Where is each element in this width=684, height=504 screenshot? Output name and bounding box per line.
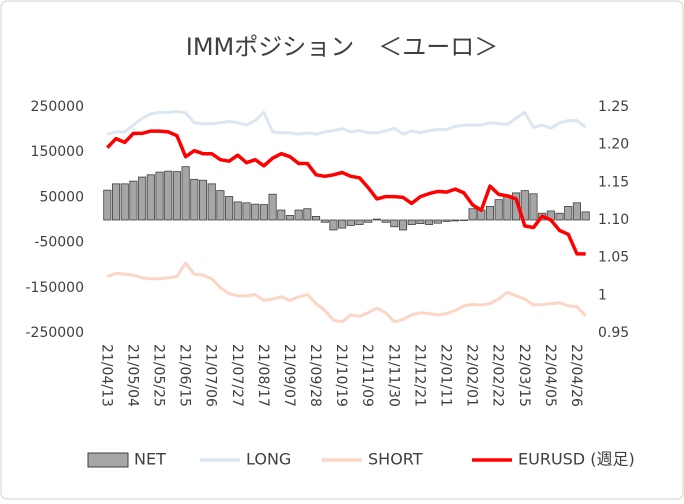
bar [581,211,590,221]
legend-swatch [87,452,129,468]
bar [564,206,573,221]
y2-tick-label: 1 [598,287,607,303]
bar [242,202,251,221]
x-tick-label: 21/12/21 [411,344,427,407]
x-tick-label: 21/11/30 [385,344,401,407]
y-tick-label: -250000 [26,325,85,341]
bar [111,183,121,221]
x-tick-label: 21/06/15 [177,344,193,407]
bar [181,166,190,221]
bar [172,171,181,221]
x-tick-label: 21/09/07 [281,344,297,407]
x-tick-label: 22/02/01 [464,344,480,407]
y-tick-label: -50000 [34,235,84,251]
bar [572,202,582,221]
legend-label: EURUSD (週足) [518,450,635,469]
chart-title: IMMポジション ＜ユーロ＞ [186,33,499,61]
bar [529,193,538,221]
x-tick-label: 21/07/06 [203,344,219,407]
x-tick-label: 21/07/27 [229,344,245,407]
bar [494,199,503,221]
bar [433,219,442,224]
bar [129,180,138,221]
position-line [106,110,587,136]
y2-tick-label: 1.10 [598,212,629,228]
x-tick-label: 21/08/17 [255,344,271,407]
bar [120,183,129,221]
bar [381,219,390,223]
bar [355,219,364,225]
x-tick-label: 21/05/04 [124,344,140,407]
bar [338,219,347,229]
y-tick-label: 250000 [31,99,84,115]
bar [225,196,234,221]
y2-tick-label: 1.15 [598,174,629,190]
bar [303,208,312,221]
bar [320,219,329,223]
bar [216,190,225,221]
bar [198,179,208,221]
bar [503,194,512,221]
x-tick-label: 21/10/19 [333,344,349,407]
price-line [106,129,586,256]
y-tick-label: 50000 [39,189,84,205]
bar [312,215,321,221]
bar [190,178,199,221]
x-tick-label: 22/04/05 [542,344,558,407]
bar [259,204,268,221]
y2-tick-label: 0.95 [598,325,629,341]
bar [277,209,286,221]
bar [425,219,434,225]
bar [268,193,277,221]
y-tick-label: -150000 [26,280,85,296]
bar [468,208,477,221]
x-tick-label: 21/04/13 [98,344,114,407]
x-tick-label: 21/11/09 [359,344,375,407]
bar [451,219,460,222]
bar [329,219,338,231]
bar [103,189,112,221]
bar [416,219,425,225]
bar [146,174,155,221]
x-tick-label: 21/05/25 [151,344,167,407]
bar [390,219,399,228]
x-tick-label: 22/04/26 [568,344,584,407]
x-tick-label: 22/02/22 [490,344,506,407]
bar [364,219,373,223]
bar [485,206,495,221]
y2-tick-label: 1.25 [598,99,629,115]
bar [372,218,381,221]
y2-tick-label: 1.20 [598,137,629,153]
legend-label: SHORT [368,450,423,469]
x-tick-label: 22/03/15 [516,344,532,407]
bar [459,219,468,221]
bar [398,219,408,231]
y2-tick-label: 1.05 [598,250,629,266]
bar [442,219,451,222]
bar [294,209,303,221]
bar [251,203,260,221]
bar [285,215,295,221]
x-tick-label: 22/01/11 [438,344,454,407]
bar [233,201,242,221]
legend-label: NET [134,450,166,469]
position-line [106,261,587,324]
bar [155,171,164,221]
y-tick-label: 150000 [31,144,84,160]
bar [555,212,564,221]
bar [207,183,216,221]
x-tick-label: 21/09/28 [307,344,323,407]
bar [407,219,416,225]
bar [138,176,147,221]
bar [164,170,173,221]
bar [520,190,529,221]
legend-label: LONG [246,450,291,469]
bar [346,219,355,226]
